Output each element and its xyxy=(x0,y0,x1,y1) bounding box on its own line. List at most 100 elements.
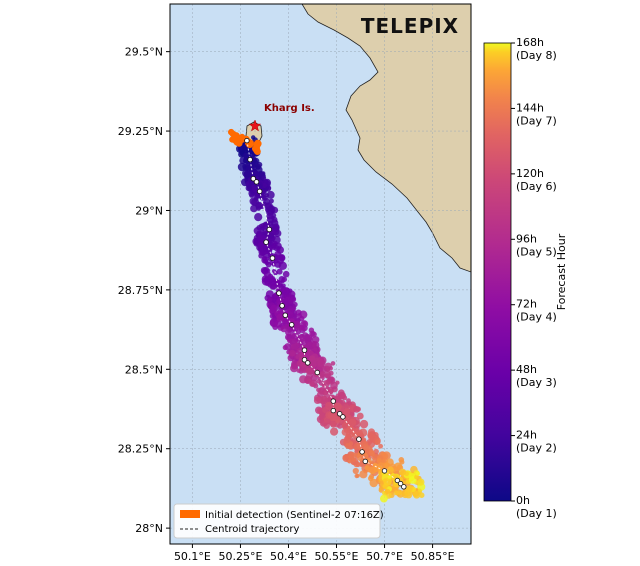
plume-particle xyxy=(324,362,332,370)
plume-particle xyxy=(300,361,307,368)
red-star-icon xyxy=(248,119,262,132)
plume-particle xyxy=(292,301,298,308)
plume-particle xyxy=(418,492,425,499)
plume-particle xyxy=(342,424,347,430)
centroid-point xyxy=(247,156,253,163)
plume-particle xyxy=(317,391,324,398)
colorbar-tick-day: (Day 4) xyxy=(516,311,557,324)
plume-particle xyxy=(354,473,359,479)
plume-particle xyxy=(415,471,420,476)
x-tick-label: 50.4°E xyxy=(270,550,307,563)
telepix-logo: TELEPIX xyxy=(361,14,459,38)
centroid-point xyxy=(250,175,256,182)
legend-label-trajectory: Centroid trajectory xyxy=(205,524,299,535)
plume-particle xyxy=(358,428,368,437)
plume-particle xyxy=(251,186,258,193)
plume-particle xyxy=(376,458,382,464)
centroid-point xyxy=(381,468,388,474)
colorbar: 168h(Day 8)144h(Day 7)120h(Day 6)96h(Day… xyxy=(483,36,568,520)
plume-particle xyxy=(374,439,381,445)
legend-swatch-initial xyxy=(180,510,200,518)
centroid-point xyxy=(276,290,282,296)
centroid-point xyxy=(362,458,368,465)
centroid-point xyxy=(397,480,404,487)
colorbar-tick-day: (Day 2) xyxy=(516,442,557,455)
plume-particle xyxy=(369,478,378,488)
plume-particle xyxy=(256,161,263,168)
plume-particle xyxy=(372,457,379,464)
plume-particle xyxy=(387,474,392,479)
plume-particle xyxy=(313,347,318,352)
plume-particle xyxy=(261,171,266,176)
plume-particle xyxy=(260,222,266,229)
plume-particle xyxy=(290,307,295,313)
plume-particle xyxy=(274,226,280,232)
plume-particle xyxy=(287,338,292,344)
plume-particle xyxy=(399,468,407,476)
y-tick-label: 28.75°N xyxy=(118,284,163,297)
colorbar-tick-hours: 144h xyxy=(516,101,544,114)
colorbar-tick-hours: 48h xyxy=(516,363,537,376)
plume-particle xyxy=(249,197,258,206)
plume-particle xyxy=(347,459,352,464)
plume-particle xyxy=(313,396,322,404)
colorbar-tick-hours: 24h xyxy=(516,429,537,442)
plume-particle xyxy=(293,313,298,318)
plume-particle xyxy=(404,491,413,499)
plume-particle xyxy=(270,304,278,312)
plume-particle xyxy=(317,407,324,415)
plume-particle xyxy=(312,343,317,348)
kharg-marker xyxy=(248,119,262,132)
plume-particle xyxy=(288,299,294,305)
plume-particle xyxy=(353,406,361,413)
initial-detection-particle xyxy=(252,145,258,151)
plume-particle xyxy=(295,309,302,316)
plume-particle xyxy=(330,421,337,428)
y-tick-label: 28.5°N xyxy=(125,363,163,376)
plume-particle xyxy=(304,334,313,342)
plume-particle xyxy=(343,436,349,441)
plume-particle xyxy=(343,408,351,416)
plume-particle xyxy=(341,428,349,436)
centroid-point xyxy=(356,436,362,442)
centroid-point xyxy=(330,398,336,404)
plume-particle xyxy=(296,368,301,373)
forecast-plume xyxy=(236,135,426,503)
x-tick-label: 50.25°E xyxy=(218,550,262,563)
plume-particle xyxy=(325,401,334,410)
plume-particle xyxy=(238,151,245,158)
plume-particle xyxy=(276,268,283,275)
plume-particle xyxy=(306,367,314,375)
plume-particle xyxy=(337,423,343,429)
legend: Initial detection (Sentinel-2 07:16Z) Ce… xyxy=(173,503,384,539)
y-tick-label: 29°N xyxy=(135,204,163,217)
colorbar-tick-hours: 120h xyxy=(516,167,544,180)
plume-particle xyxy=(259,246,265,253)
legend-box xyxy=(173,503,381,539)
plume-particle xyxy=(330,427,339,436)
plume-particle xyxy=(267,297,273,303)
plume-particle xyxy=(399,459,405,465)
plume-particle xyxy=(324,371,332,379)
plume-particle xyxy=(256,235,263,242)
kharg-label: Kharg Is. xyxy=(264,103,315,114)
plume-particle xyxy=(367,433,375,441)
land-mainland xyxy=(301,4,471,273)
plume-particle xyxy=(281,283,286,289)
plume-particle xyxy=(309,381,315,387)
centroid-point xyxy=(282,312,288,318)
centroid-point xyxy=(314,369,320,376)
centroid-point xyxy=(301,347,308,353)
colorbar-tick-day: (Day 7) xyxy=(516,114,557,127)
plume-particle xyxy=(243,152,249,159)
plume-particle xyxy=(282,288,287,293)
plume-particle xyxy=(414,474,419,480)
plume-particle xyxy=(271,216,278,223)
plume-particle xyxy=(322,380,330,388)
plume-particle xyxy=(356,412,364,420)
plume-particle xyxy=(253,192,261,200)
plume-particle xyxy=(348,444,353,450)
plume-particle xyxy=(380,494,388,503)
plume-particle xyxy=(251,135,256,140)
